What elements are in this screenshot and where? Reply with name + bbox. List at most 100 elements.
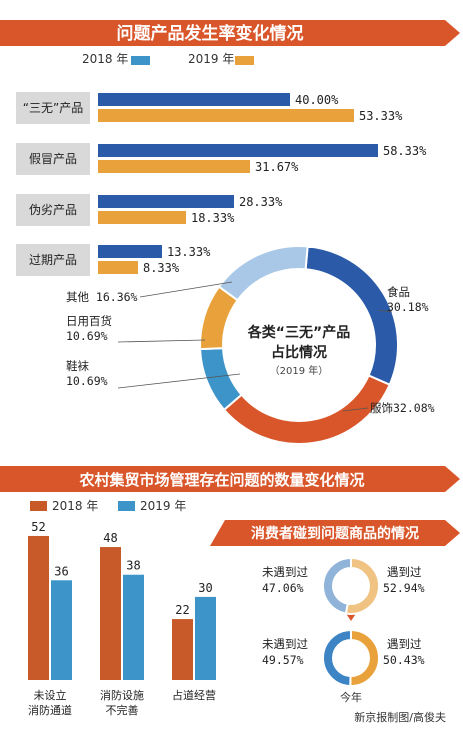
ring-label-value: 49.57%	[262, 653, 304, 667]
bar	[28, 535, 49, 680]
section1-title: 问题产品发生率变化情况	[117, 23, 304, 44]
bar	[98, 195, 234, 208]
leader-line	[342, 407, 369, 412]
bar	[123, 574, 144, 680]
donut-slice	[199, 347, 243, 412]
donut-label: 10.69%	[66, 329, 108, 343]
donut-center-line2: 占比情况	[271, 344, 327, 361]
donut-label: 服饰32.08%	[370, 401, 435, 415]
section1-banner: 问题产品发生率变化情况	[0, 20, 460, 46]
bar-value-label: 53.33%	[359, 109, 403, 123]
legend-2018-swatch	[131, 56, 150, 65]
legend3-2019-swatch	[118, 501, 135, 511]
legend3-2018-label: 2018 年	[52, 499, 98, 513]
ring-label-name: 未遇到过	[262, 637, 308, 651]
section1-banner-bg	[0, 20, 460, 46]
consumer-bottom-label: 今年	[340, 690, 362, 704]
category-label: 消防设施	[100, 688, 144, 702]
donut-center: 各类“三无”产品 占比情况 （2019 年）	[247, 324, 350, 377]
bar-value-label: 52	[31, 520, 45, 534]
ring-slice	[321, 628, 352, 688]
ring-slice	[322, 556, 352, 615]
category-label: 过期产品	[29, 253, 77, 267]
section4-title: 消费者碰到问题商品的情况	[251, 525, 419, 542]
bar	[172, 619, 193, 680]
bar	[98, 160, 251, 173]
ring-label-value: 50.43%	[383, 653, 425, 667]
category-label: 伪劣产品	[29, 203, 77, 217]
leader-line	[117, 339, 206, 343]
category-box	[16, 92, 90, 124]
legend3-2019-label: 2019 年	[140, 499, 186, 513]
donut-slice	[304, 245, 399, 387]
bar	[100, 547, 121, 680]
section1-legend: 2018 年 2019 年	[82, 52, 254, 66]
bar	[98, 211, 186, 224]
donut-label: 10.69%	[66, 374, 108, 388]
bar-value-label: 22	[175, 603, 189, 617]
bar	[98, 245, 162, 258]
section3-banner-bg	[0, 466, 460, 492]
donut-center-year: （2019 年）	[270, 364, 329, 377]
legend-2019-label: 2019 年	[188, 52, 234, 66]
ring-slice	[344, 556, 380, 615]
credit-text: 新京报制图/高俊夫	[354, 710, 446, 724]
section3-title: 农村集贸市场管理存在问题的数量变化情况	[78, 471, 364, 489]
bar-value-label: 36	[54, 564, 68, 578]
bar	[98, 93, 290, 106]
legend-2018-label: 2018 年	[82, 52, 128, 66]
bar-value-label: 38	[126, 559, 140, 573]
category-box	[16, 194, 90, 226]
section3-banner: 农村集贸市场管理存在问题的数量变化情况	[0, 466, 460, 492]
bar	[51, 580, 72, 680]
donut-center-line1: 各类“三无”产品	[247, 324, 350, 341]
donut-label: 食品	[387, 285, 410, 299]
category-box	[16, 143, 90, 175]
donut-label: 其他 16.36%	[66, 290, 138, 304]
horizontal-bar-chart: “三无”产品 40.00% 53.33% 假冒产品 58.33% 31.67% 伪劣产品 28…	[16, 92, 427, 276]
leader-line	[139, 281, 233, 298]
category-label: 不完善	[106, 703, 139, 717]
bar-value-label: 8.33%	[143, 261, 180, 275]
bar-value-label: 18.33%	[191, 211, 235, 225]
donut-slice	[217, 245, 309, 302]
category-label: 消防通道	[28, 703, 72, 717]
bar-value-label: 48	[103, 531, 117, 545]
leader-line	[377, 309, 393, 313]
donut-label: 鞋袜	[66, 359, 89, 373]
ring-label-value: 52.94%	[383, 581, 425, 595]
ring-label-name: 遇到过	[387, 637, 422, 651]
bar-value-label: 13.33%	[167, 245, 211, 259]
bar-value-label: 30	[198, 581, 212, 595]
donut-label: 30.18%	[387, 300, 429, 314]
bar	[98, 261, 138, 274]
ring-label-value: 47.06%	[262, 581, 304, 595]
category-label: 未设立	[34, 688, 67, 702]
legend3-2018-swatch	[30, 501, 47, 511]
ring-label-name: 未遇到过	[262, 565, 308, 579]
bar-value-label: 31.67%	[255, 160, 299, 174]
section3-legend: 2018 年 2019 年	[30, 499, 186, 513]
ring-label-name: 遇到过	[387, 565, 422, 579]
bar-value-label: 28.33%	[239, 195, 283, 209]
bar	[98, 144, 378, 157]
section4-banner-bg	[210, 520, 460, 546]
leader-line	[117, 373, 241, 389]
bar	[195, 596, 216, 680]
category-label: “三无”产品	[23, 101, 83, 115]
bar	[98, 109, 354, 122]
category-label: 假冒产品	[29, 152, 77, 166]
donut-label: 日用百货	[66, 314, 112, 328]
donut-slice	[222, 374, 392, 445]
consumer-rings: 未遇到过 47.06% 遇到过 52.94% 未遇到过 49.57% 遇到过 50.43%	[262, 556, 425, 688]
legend-2019-swatch	[235, 56, 254, 65]
category-box	[16, 244, 90, 276]
category-label: 占道经营	[172, 688, 216, 702]
bar-value-label: 40.00%	[295, 93, 339, 107]
bar-value-label: 58.33%	[383, 144, 427, 158]
section4-banner: 消费者碰到问题商品的情况	[210, 520, 460, 546]
ring-slice	[349, 628, 380, 687]
